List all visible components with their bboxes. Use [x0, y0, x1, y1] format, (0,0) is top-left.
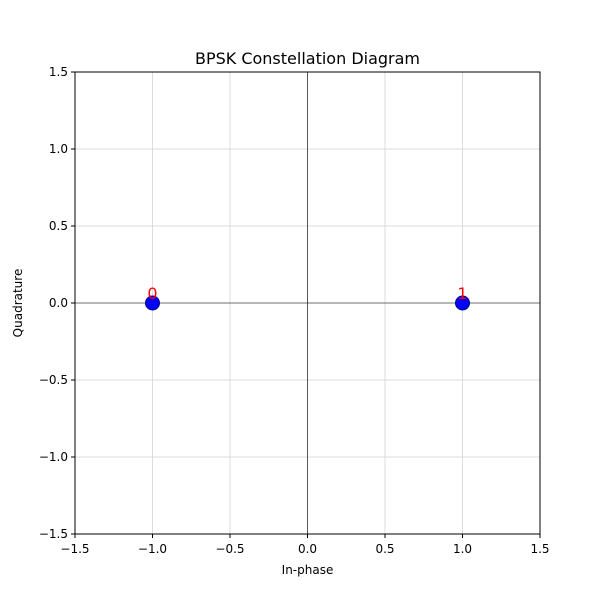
constellation-point	[455, 295, 470, 311]
point-label: 0	[147, 284, 157, 303]
chart-title: BPSK Constellation Diagram	[195, 49, 420, 68]
y-axis-label: Quadrature	[11, 269, 25, 338]
y-tick-label: −1.0	[39, 450, 68, 464]
y-tick-label: 0.5	[49, 219, 68, 233]
y-tick-label: 1.0	[49, 142, 68, 156]
x-tick-label: −0.5	[215, 542, 244, 556]
x-tick-label: 0.5	[375, 542, 394, 556]
y-tick-label: 1.5	[49, 65, 68, 79]
y-tick-label: −1.5	[39, 527, 68, 541]
x-tick-label: 1.5	[530, 542, 549, 556]
x-tick-label: −1.5	[60, 542, 89, 556]
x-axis-label: In-phase	[282, 563, 334, 577]
x-tick-label: 0.0	[298, 542, 317, 556]
ticks: −1.5 −1.0 −0.5 0.0 0.5 1.0 1.5 −1.5 −1.0 −0.5 0.0 0…	[39, 65, 550, 556]
x-tick-label: −1.0	[138, 542, 167, 556]
y-tick-label: −0.5	[39, 373, 68, 387]
x-tick-label: 1.0	[453, 542, 472, 556]
constellation-point	[145, 295, 160, 311]
y-tick-label: 0.0	[49, 296, 68, 310]
point-label: 1	[457, 284, 467, 303]
